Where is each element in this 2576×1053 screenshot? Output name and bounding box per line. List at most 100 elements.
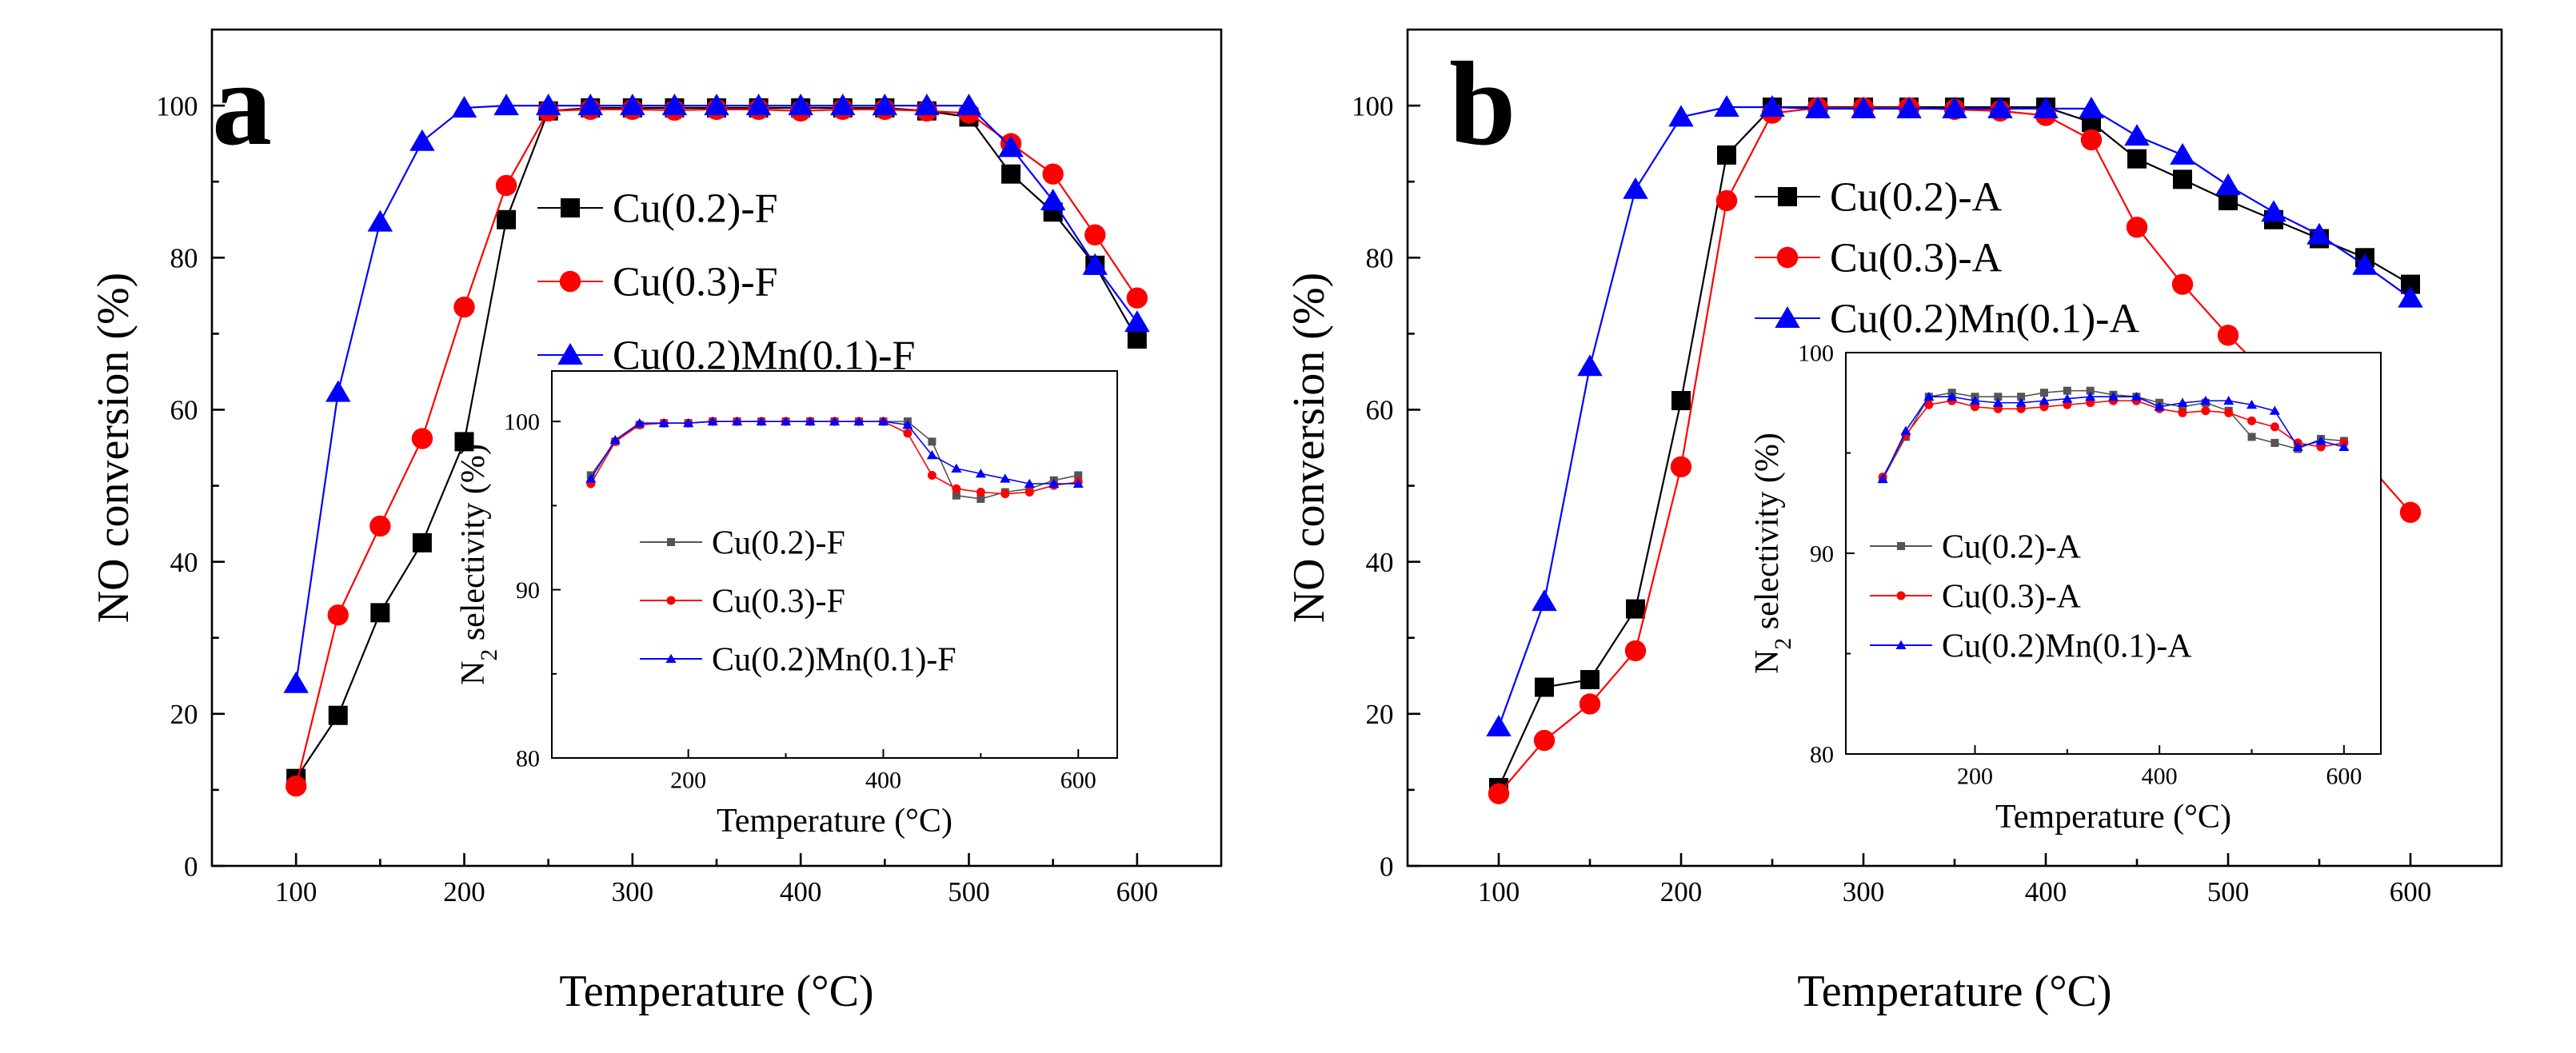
panel-a-inset-data-point xyxy=(1024,478,1035,488)
panel-a-inset-x-axis-title: Temperature (°C) xyxy=(717,803,953,840)
panel-b-inset-data-point xyxy=(1992,397,2003,407)
panel-b-inset-x-tick-label: 400 xyxy=(2142,764,2178,790)
panel-a-inset-data-point xyxy=(683,417,694,428)
panel-b-inset-data-point xyxy=(2015,397,2027,407)
panel-a-main-y-tick-label: 20 xyxy=(170,699,198,730)
panel-b-main-legend-marker xyxy=(1776,246,1799,269)
panel-b-main-legend-entry: Cu(0.3)-A xyxy=(1755,236,2003,281)
panel-a-inset-data-point xyxy=(658,417,669,428)
panel-a-inset-legend-entry: Cu(0.2)-F xyxy=(640,525,845,561)
panel-b-inset-data-point xyxy=(2270,438,2279,447)
panel-b-inset-data-point xyxy=(2107,391,2119,401)
panel-b-main-data-point xyxy=(2399,501,2422,524)
panel-b-main-data-point xyxy=(2171,273,2194,295)
panel-a-main-data-point xyxy=(285,775,307,797)
panel-b-main-data-point xyxy=(2217,325,2239,346)
panel-b-main-data-point xyxy=(1714,94,1739,117)
panel-a-main-data-point xyxy=(454,432,474,452)
panel-a-x-axis-title: Temperature (°C) xyxy=(559,967,873,1016)
panel-b-inset-y-title-main: N xyxy=(1749,649,1786,673)
panel-a-main-y-tick-label: 60 xyxy=(170,395,198,426)
panel-b-inset-y-axis-title: N2 selectivity (%) xyxy=(1749,433,1796,674)
panel-a-main-x-tick-label: 100 xyxy=(275,876,318,907)
panel-a-inset-data-point xyxy=(780,416,792,426)
panel-a-inset-legend-entry: Cu(0.3)-F xyxy=(640,583,845,620)
panel-b-main-data-point xyxy=(2215,173,2241,195)
panel-a-inset-data-point xyxy=(951,463,962,473)
panel-b-main-legend-entry: Cu(0.2)Mn(0.1)-A xyxy=(1755,297,2140,342)
panel-a-main-data-point xyxy=(328,705,348,725)
panel-b-main-data-point xyxy=(2126,217,2148,238)
panel-a-main-data-point xyxy=(788,94,813,116)
panel-a-main-data-point xyxy=(409,129,435,151)
panel-a-inset-data-point xyxy=(928,437,937,446)
panel-b-inset-data-point xyxy=(2224,408,2234,417)
panel-b-inset-legend-marker xyxy=(1896,591,1906,600)
panel-a-main-x-tick-label: 300 xyxy=(612,876,654,907)
panel-b-inset-data-point xyxy=(2085,391,2096,401)
panel-b-inset-legend-label: Cu(0.3)-A xyxy=(1942,578,2081,615)
panel-b-inset-data-point xyxy=(2039,395,2050,405)
panel-a-main-data-point xyxy=(1040,188,1066,210)
panel-a-inset-legend-marker xyxy=(666,596,676,605)
panel-a-main-x-tick-label: 400 xyxy=(780,876,822,907)
panel-b-main-data-point xyxy=(1668,105,1694,127)
panel-b-main-data-point xyxy=(1805,96,1831,118)
panel-a-main-data-point xyxy=(325,380,351,402)
panel-a-main-data-point xyxy=(704,94,729,116)
panel-b-inset-x-tick-label: 200 xyxy=(1957,764,1993,790)
panel-b-main-data-point xyxy=(1488,783,1510,804)
panel-a-inset-data-point xyxy=(952,484,961,493)
panel-b-inset-data-point xyxy=(2338,441,2350,451)
panel-b-main-data-point xyxy=(2079,96,2104,118)
panel-a-inset-x-tick-label: 200 xyxy=(670,768,706,794)
panel-b-inset-data-point xyxy=(2154,401,2165,411)
panel-a-main-data-point xyxy=(1127,329,1147,349)
panel-a-inset-legend-label: Cu(0.3)-F xyxy=(712,583,845,620)
panel-b-inset-data-point xyxy=(2039,389,2048,397)
panel-b-main-data-point xyxy=(1896,96,1922,118)
panel-b-main-data-point xyxy=(2352,253,2378,275)
panel-a-main-data-point xyxy=(1042,163,1064,185)
panel-b-main-data-point xyxy=(1580,670,1600,690)
panel-b-inset-legend-label: Cu(0.2)Mn(0.1)-A xyxy=(1942,628,2192,664)
panel-a-main-data-point xyxy=(369,515,391,537)
panel-b-inset-data-point xyxy=(2315,436,2326,445)
panel-b-inset-legend-marker xyxy=(1897,542,1905,550)
panel-a-main-data-point xyxy=(453,296,475,318)
panel-a-main-data-point xyxy=(1084,224,1106,245)
panel-b-inset-legend-label: Cu(0.2)-A xyxy=(1942,528,2081,565)
panel-a-main-legend-marker xyxy=(557,343,583,365)
panel-b-inset-data-point xyxy=(1877,473,1888,484)
panel-b-inset-data-point xyxy=(2017,393,2026,401)
panel-b-inset-legend-entry: Cu(0.2)-A xyxy=(1870,528,2081,565)
panel-a-main-data-point xyxy=(577,94,603,116)
panel-b-inset-data-point xyxy=(2086,386,2095,395)
panel-a-main-data-point xyxy=(327,604,349,626)
panel-a-main-data-point xyxy=(998,135,1024,158)
panel-b-main-data-point xyxy=(1533,729,1556,752)
panel-a-main-legend-label: Cu(0.3)-F xyxy=(613,260,778,305)
panel-b-panel-letter: b xyxy=(1449,38,1516,170)
panel-b-inset-legend-entry: Cu(0.3)-A xyxy=(1870,578,2081,615)
panel-a-inset-y-tick-label: 80 xyxy=(516,746,540,772)
panel-a-main-y-tick-label: 100 xyxy=(156,90,198,122)
panel-b-main-data-point xyxy=(2080,129,2103,151)
panel-b-inset-data-point xyxy=(1923,391,1935,401)
panel-a-inset-data-point xyxy=(902,420,913,429)
panel-b-main-y-tick-label: 0 xyxy=(1380,851,1394,882)
panel-a-inset-data-point xyxy=(805,416,816,426)
panel-a-main-data-point xyxy=(497,209,517,229)
panel-b-main-series-3 xyxy=(1486,94,2423,736)
panel-a-inset-data-point xyxy=(1072,478,1084,488)
panel-b-inset-data-point xyxy=(2247,416,2257,425)
panel-a-main-data-point xyxy=(830,94,856,116)
panel-a-main-y-tick-label: 40 xyxy=(170,547,198,578)
panel-b-main-data-point xyxy=(2124,124,2150,146)
panel-a-inset-data-point xyxy=(1024,488,1034,497)
panel-b-inset-data-point xyxy=(1900,425,1911,435)
panel-a-y-axis-title: NO conversion (%) xyxy=(89,273,138,624)
panel-a: 100 200 300 400 500 600 0 20 40 60 80 100 Temperatur… xyxy=(89,28,1223,1016)
panel-b: 100 200 300 400 500 600 0 20 40 60 80 100 Temperatur… xyxy=(1284,28,2503,1016)
panel-a-inset-data-point xyxy=(609,435,621,445)
